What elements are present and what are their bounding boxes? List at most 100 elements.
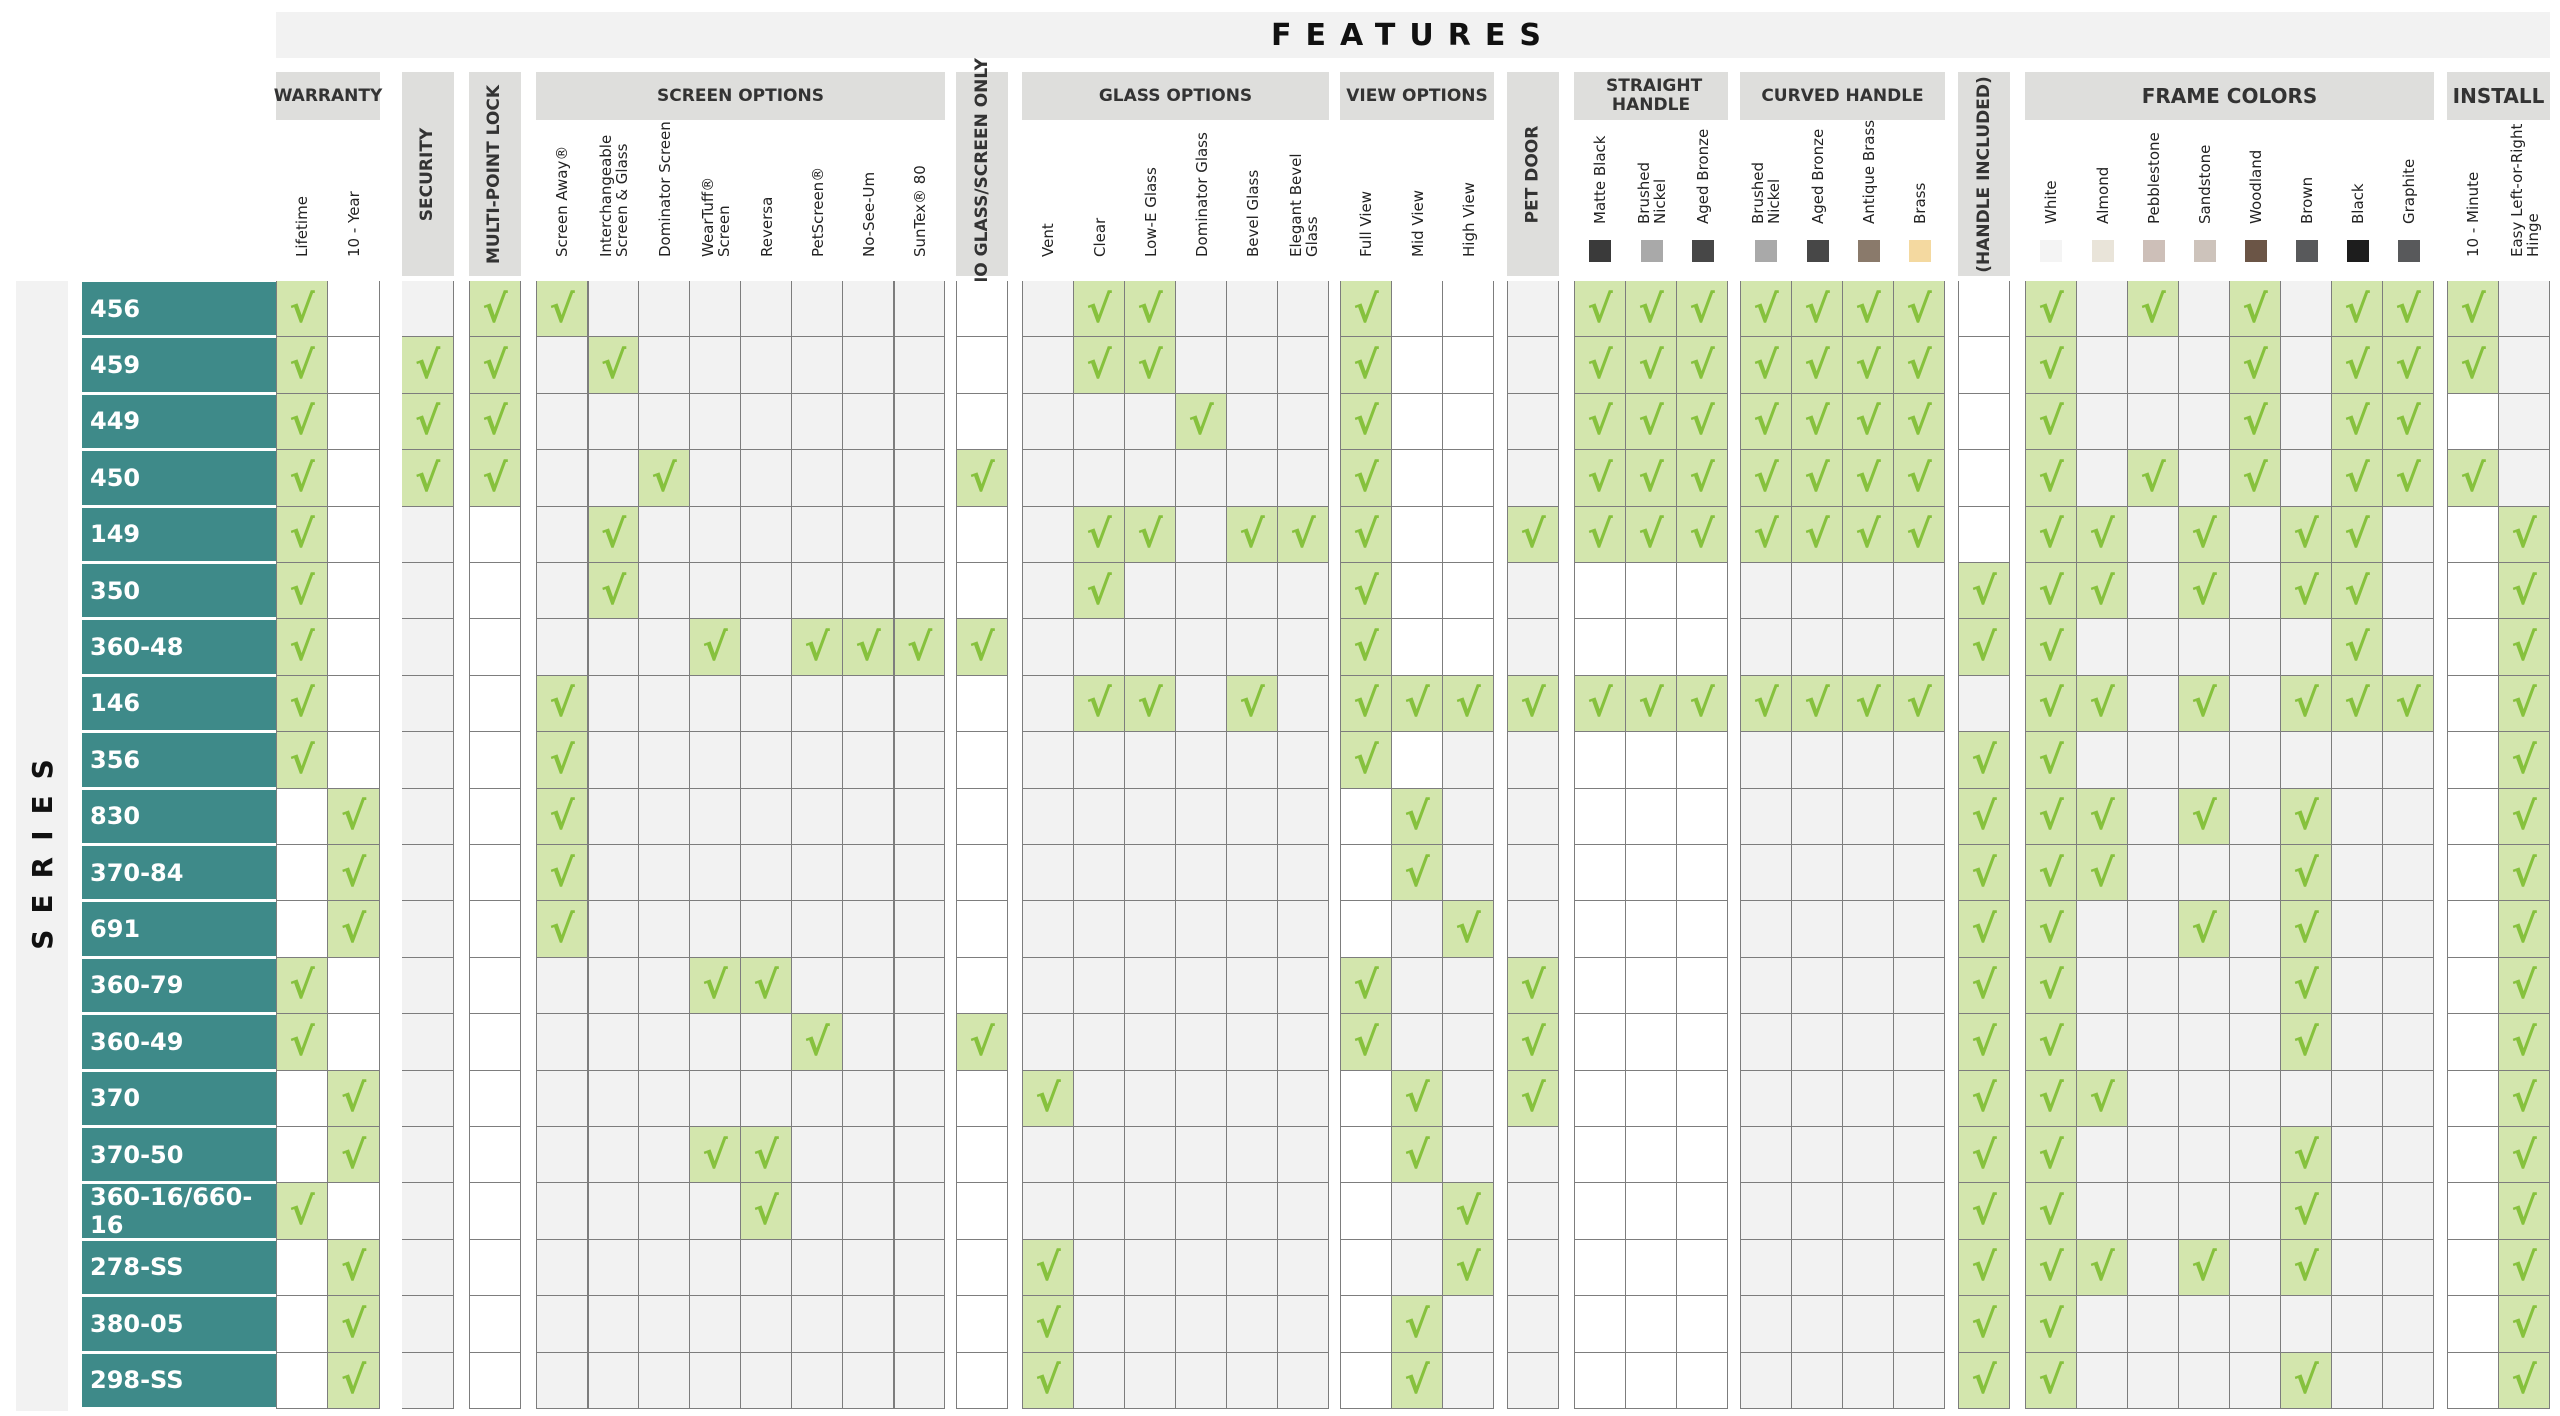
check-cell: √	[1022, 1296, 1074, 1353]
empty-cell	[1392, 1239, 1443, 1297]
empty-cell	[1074, 845, 1125, 902]
empty-cell	[2230, 1296, 2281, 1353]
check-cell: √	[2332, 337, 2383, 394]
check-cell: √	[1022, 1070, 1074, 1127]
check-mark-icon: √	[1971, 1301, 1997, 1346]
empty-cell	[894, 1352, 945, 1409]
check-cell: √	[2383, 450, 2434, 507]
empty-cell	[2077, 1014, 2128, 1071]
check-cell: √	[1958, 901, 2010, 958]
check-mark-icon: √	[2038, 455, 2064, 500]
empty-cell	[1392, 732, 1443, 789]
empty-cell	[1392, 506, 1443, 563]
check-cell: √	[1507, 1070, 1559, 1127]
empty-cell	[2128, 619, 2179, 676]
empty-cell	[1125, 450, 1176, 507]
empty-cell	[1740, 619, 1792, 676]
empty-cell	[1022, 675, 1074, 733]
check-mark-icon: √	[1086, 681, 1112, 726]
empty-cell	[328, 563, 380, 620]
check-cell: √	[1740, 506, 1792, 563]
check-cell: √	[1392, 845, 1443, 902]
check-cell: √	[1340, 337, 1392, 394]
empty-cell	[2383, 619, 2434, 676]
check-mark-icon: √	[1638, 512, 1664, 557]
empty-cell	[328, 732, 380, 789]
empty-cell	[588, 1014, 639, 1071]
empty-cell	[1894, 1296, 1945, 1353]
empty-cell	[1022, 901, 1074, 958]
empty-cell	[1227, 393, 1278, 451]
group-header-curved: CURVED HANDLE	[1740, 72, 1945, 120]
empty-cell	[2077, 393, 2128, 451]
empty-cell	[956, 281, 1008, 338]
column-header-view-0: Full View	[1357, 190, 1375, 257]
check-mark-icon: √	[289, 343, 315, 388]
empty-cell	[1443, 619, 1494, 676]
empty-cell	[1074, 450, 1125, 507]
empty-cell	[1894, 732, 1945, 789]
swatch-frame-0	[2040, 240, 2062, 262]
empty-cell	[469, 788, 521, 845]
empty-cell	[1677, 1239, 1728, 1297]
check-mark-icon: √	[2293, 907, 2319, 952]
check-mark-icon: √	[804, 1019, 830, 1064]
check-mark-icon: √	[1804, 343, 1830, 388]
check-cell: √	[402, 450, 454, 507]
check-mark-icon: √	[2293, 512, 2319, 557]
check-mark-icon: √	[1906, 343, 1932, 388]
empty-cell	[536, 1070, 588, 1127]
empty-cell	[843, 563, 894, 620]
empty-cell	[2230, 1239, 2281, 1297]
empty-cell	[1176, 845, 1227, 902]
empty-cell	[1340, 1127, 1392, 1184]
swatch-curved-0	[1755, 240, 1777, 262]
empty-cell	[741, 1070, 792, 1127]
empty-cell	[402, 901, 454, 958]
check-cell: √	[741, 1127, 792, 1184]
empty-cell	[402, 1352, 454, 1409]
empty-cell	[2179, 393, 2230, 451]
check-cell: √	[2128, 450, 2179, 507]
empty-cell	[588, 732, 639, 789]
empty-cell	[1074, 393, 1125, 451]
check-cell: √	[276, 957, 328, 1015]
check-cell: √	[2281, 1352, 2332, 1409]
empty-cell	[2077, 1296, 2128, 1353]
empty-cell	[792, 1239, 843, 1297]
empty-cell	[2447, 1070, 2499, 1127]
check-mark-icon: √	[2038, 1132, 2064, 1177]
check-cell: √	[1392, 1352, 1443, 1409]
empty-cell	[956, 901, 1008, 958]
check-cell: √	[276, 506, 328, 563]
empty-cell	[1022, 1127, 1074, 1184]
check-mark-icon: √	[1971, 625, 1997, 670]
check-cell: √	[2499, 675, 2550, 733]
empty-cell	[2447, 506, 2499, 563]
empty-cell	[1176, 675, 1227, 733]
empty-cell	[2077, 1352, 2128, 1409]
empty-cell	[843, 1014, 894, 1071]
empty-cell	[1443, 450, 1494, 507]
empty-cell	[894, 1183, 945, 1240]
empty-cell	[894, 901, 945, 958]
check-mark-icon: √	[2038, 1189, 2064, 1234]
empty-cell	[956, 788, 1008, 845]
empty-cell	[2128, 563, 2179, 620]
check-cell: √	[536, 281, 588, 338]
check-mark-icon: √	[1587, 455, 1613, 500]
check-mark-icon: √	[702, 1132, 728, 1177]
check-mark-icon: √	[340, 1358, 367, 1403]
empty-cell	[690, 1352, 741, 1409]
empty-cell	[1022, 506, 1074, 563]
empty-cell	[1507, 732, 1559, 789]
check-mark-icon: √	[1753, 455, 1779, 500]
empty-cell	[2447, 393, 2499, 451]
empty-cell	[1176, 1239, 1227, 1297]
empty-cell	[1392, 563, 1443, 620]
check-cell: √	[1574, 675, 1626, 733]
empty-cell	[1677, 1296, 1728, 1353]
check-cell: √	[1894, 281, 1945, 338]
check-cell: √	[2077, 506, 2128, 563]
empty-cell	[741, 393, 792, 451]
